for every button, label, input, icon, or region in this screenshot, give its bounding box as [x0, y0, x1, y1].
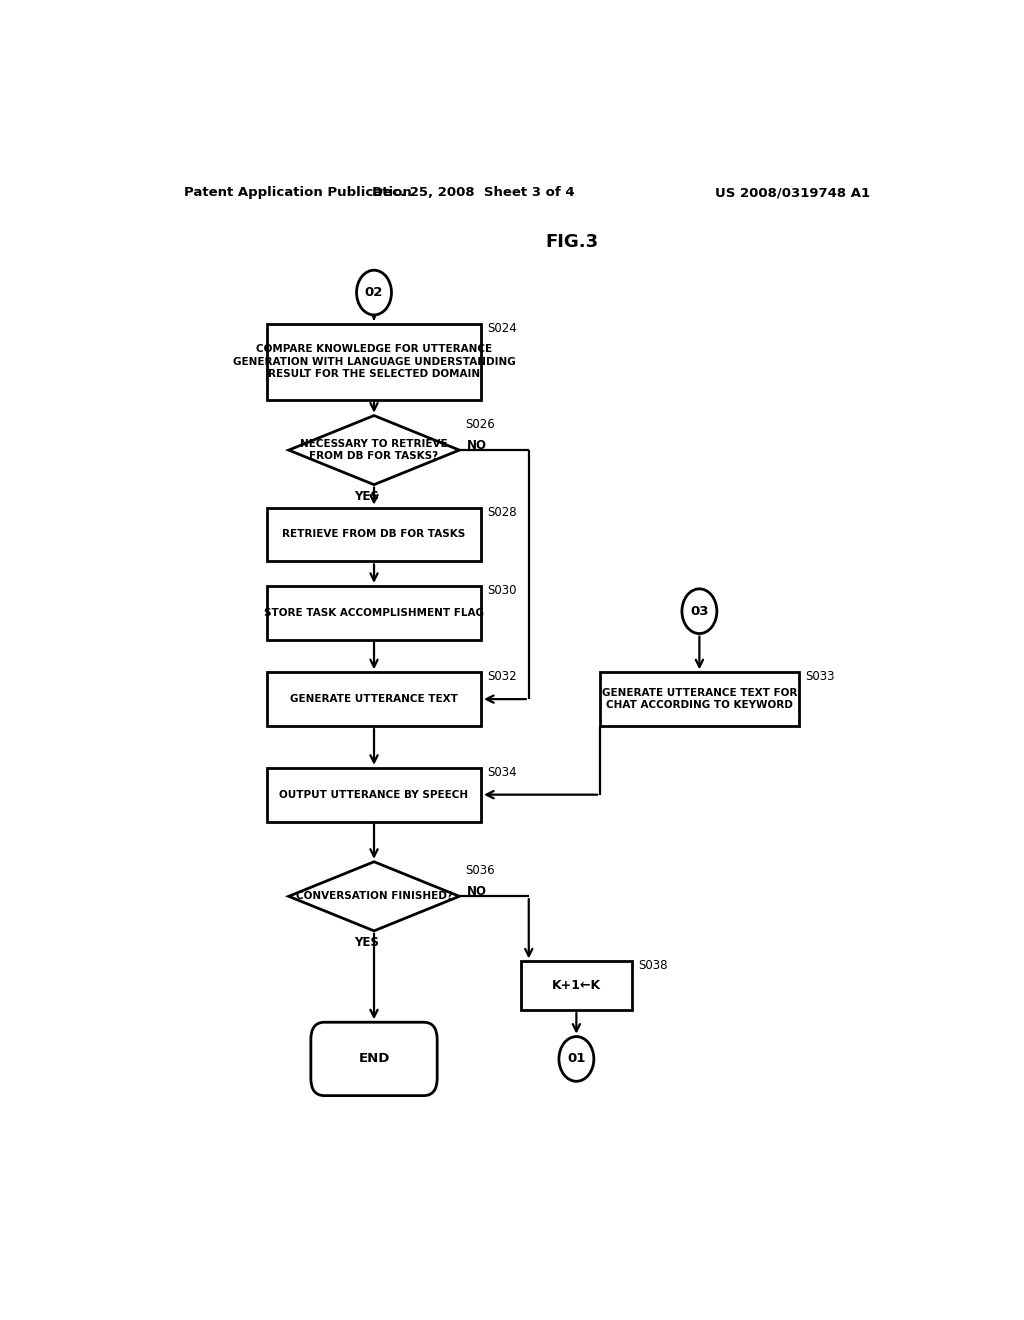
Bar: [267, 768, 481, 821]
Text: S026: S026: [465, 417, 495, 430]
Text: YES: YES: [353, 490, 379, 503]
Bar: [521, 961, 632, 1010]
Text: NO: NO: [467, 884, 487, 898]
Bar: [267, 323, 481, 400]
Circle shape: [356, 271, 391, 315]
Text: CONVERSATION FINISHED?: CONVERSATION FINISHED?: [296, 891, 453, 902]
Text: 03: 03: [690, 605, 709, 618]
Text: Patent Application Publication: Patent Application Publication: [183, 186, 412, 199]
Text: S024: S024: [487, 322, 517, 334]
FancyBboxPatch shape: [311, 1022, 437, 1096]
Text: NO: NO: [467, 438, 487, 451]
Text: OUTPUT UTTERANCE BY SPEECH: OUTPUT UTTERANCE BY SPEECH: [280, 789, 469, 800]
Text: S036: S036: [465, 863, 495, 876]
Text: S028: S028: [487, 506, 517, 519]
Bar: [600, 672, 799, 726]
Text: S038: S038: [638, 960, 668, 973]
Text: GENERATE UTTERANCE TEXT FOR
CHAT ACCORDING TO KEYWORD: GENERATE UTTERANCE TEXT FOR CHAT ACCORDI…: [602, 688, 797, 710]
Text: FIG.3: FIG.3: [546, 232, 599, 251]
Text: US 2008/0319748 A1: US 2008/0319748 A1: [715, 186, 870, 199]
Text: S034: S034: [487, 766, 517, 779]
Polygon shape: [289, 862, 460, 931]
Text: RETRIEVE FROM DB FOR TASKS: RETRIEVE FROM DB FOR TASKS: [283, 529, 466, 540]
Text: GENERATE UTTERANCE TEXT: GENERATE UTTERANCE TEXT: [290, 694, 458, 704]
Text: STORE TASK ACCOMPLISHMENT FLAG: STORE TASK ACCOMPLISHMENT FLAG: [264, 607, 484, 618]
Polygon shape: [289, 416, 460, 484]
Text: Dec. 25, 2008  Sheet 3 of 4: Dec. 25, 2008 Sheet 3 of 4: [372, 186, 574, 199]
Circle shape: [559, 1036, 594, 1081]
Bar: [267, 507, 481, 561]
Text: S033: S033: [805, 671, 835, 684]
Bar: [267, 586, 481, 640]
Circle shape: [682, 589, 717, 634]
Bar: [267, 672, 481, 726]
Text: K+1←K: K+1←K: [552, 979, 601, 993]
Text: S032: S032: [487, 671, 517, 684]
Text: END: END: [358, 1052, 390, 1065]
Text: 02: 02: [365, 286, 383, 300]
Text: YES: YES: [353, 936, 379, 949]
Text: NECESSARY TO RETRIEVE
FROM DB FOR TASKS?: NECESSARY TO RETRIEVE FROM DB FOR TASKS?: [300, 440, 447, 461]
Text: COMPARE KNOWLEDGE FOR UTTERANCE
GENERATION WITH LANGUAGE UNDERSTANDING
RESULT FO: COMPARE KNOWLEDGE FOR UTTERANCE GENERATI…: [232, 345, 515, 379]
Text: S030: S030: [487, 583, 517, 597]
Text: 01: 01: [567, 1052, 586, 1065]
